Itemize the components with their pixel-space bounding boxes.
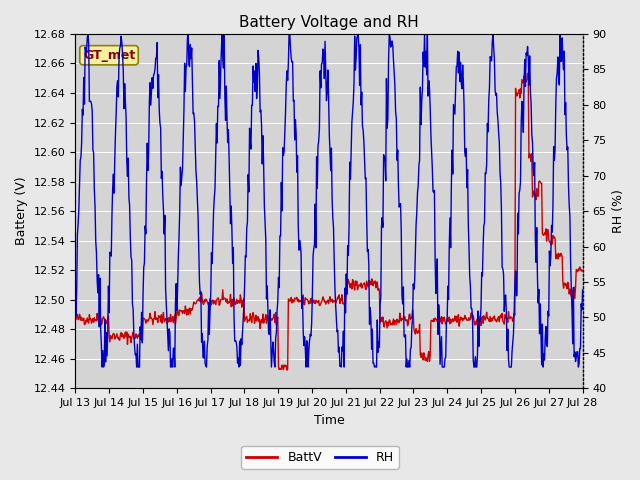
BattV [72, 314, 79, 320]
RH [392, 109, 399, 115]
BattV [184, 312, 192, 317]
RH [72, 294, 79, 300]
RH [81, 101, 88, 107]
RH [134, 364, 142, 370]
RH [186, 64, 193, 70]
BattV [133, 333, 141, 338]
Legend: BattV, RH: BattV, RH [241, 446, 399, 469]
Y-axis label: RH (%): RH (%) [612, 189, 625, 233]
BattV [283, 367, 291, 373]
BattV [524, 71, 531, 76]
RH [406, 346, 414, 351]
BattV [579, 267, 586, 273]
BattV [391, 317, 399, 323]
BattV [211, 298, 219, 304]
RH [84, 31, 92, 37]
Text: GT_met: GT_met [83, 49, 135, 62]
RH [212, 120, 220, 126]
RH [99, 364, 106, 370]
Line: RH: RH [76, 34, 582, 367]
BattV [406, 311, 413, 317]
RH [579, 287, 586, 293]
Line: BattV: BattV [76, 73, 582, 370]
BattV [81, 322, 88, 327]
X-axis label: Time: Time [314, 414, 344, 427]
Y-axis label: Battery (V): Battery (V) [15, 177, 28, 245]
Title: Battery Voltage and RH: Battery Voltage and RH [239, 15, 419, 30]
